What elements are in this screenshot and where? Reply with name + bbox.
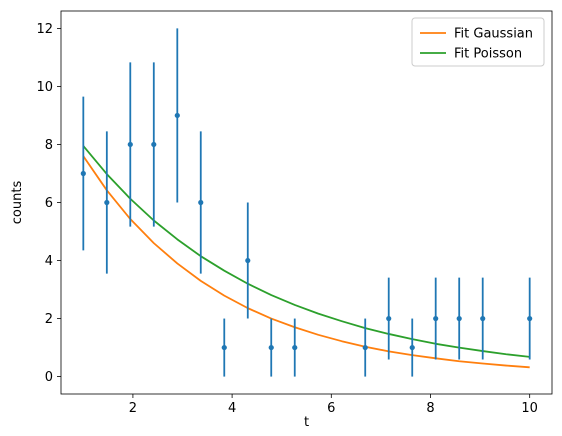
x-tick-label: 2 — [129, 401, 137, 416]
y-tick-label: 2 — [45, 312, 53, 327]
legend-label-fit-poisson: Fit Poisson — [454, 47, 522, 62]
data-point — [268, 344, 274, 351]
x-axis-label: t — [304, 415, 309, 430]
data-point — [174, 112, 180, 119]
x-tick-label: 8 — [426, 401, 434, 416]
fit-lines — [82, 145, 530, 369]
data-point — [127, 141, 133, 148]
y-tick-label: 4 — [45, 254, 53, 269]
data-point — [151, 141, 157, 148]
fit-poisson-line — [82, 145, 530, 358]
legend: Fit Gaussian Fit Poisson — [411, 17, 545, 67]
x-axis-ticks: 2 4 6 8 10 — [129, 394, 538, 416]
data-point — [480, 315, 486, 322]
y-tick-label: 10 — [36, 80, 53, 95]
x-tick-label: 4 — [228, 401, 236, 416]
y-tick-label: 0 — [45, 370, 53, 385]
legend-label-fit-gaussian: Fit Gaussian — [454, 27, 533, 42]
y-axis-label: counts — [10, 181, 25, 225]
data-point — [221, 344, 227, 351]
data-point — [386, 315, 392, 322]
y-tick-label: 6 — [45, 196, 53, 211]
data-point — [198, 199, 204, 206]
x-tick-label: 10 — [521, 401, 538, 416]
data-point — [456, 315, 462, 322]
error-bars — [80, 28, 533, 377]
data-point — [527, 315, 533, 322]
data-point — [292, 344, 298, 351]
y-tick-label: 12 — [36, 22, 53, 37]
data-point — [245, 257, 251, 264]
data-point — [433, 315, 439, 322]
fit-gaussian-line — [82, 155, 530, 369]
data-point — [409, 344, 415, 351]
data-point — [80, 170, 86, 177]
data-point — [362, 344, 368, 351]
x-tick-label: 6 — [327, 401, 335, 416]
y-tick-label: 8 — [45, 138, 53, 153]
legend-box — [411, 17, 545, 67]
data-point — [104, 199, 110, 206]
y-axis-ticks: 0 2 4 6 8 10 12 — [36, 22, 61, 385]
